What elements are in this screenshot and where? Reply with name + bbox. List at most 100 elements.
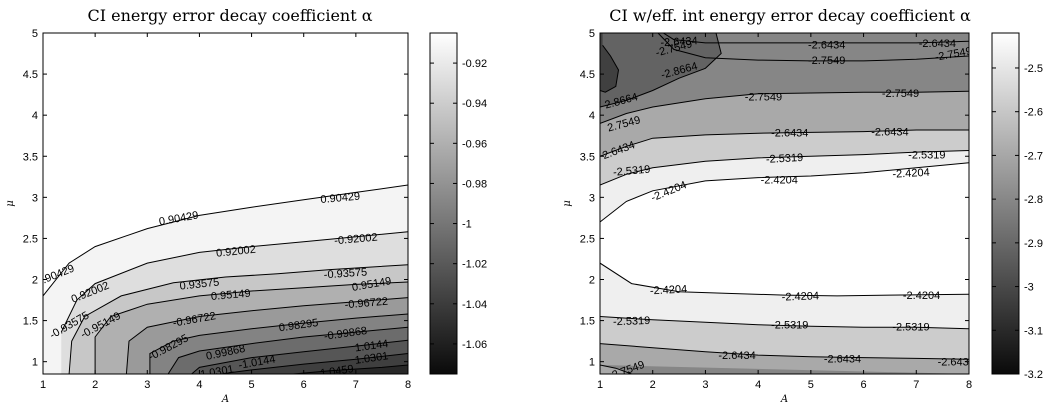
contour-line <box>167 326 408 374</box>
contour-line <box>43 184 408 297</box>
contour-label: -2.5319 <box>908 150 945 162</box>
x-tick-label: 2 <box>92 379 98 391</box>
colorbar-tick-label: -2.5 <box>1024 63 1043 75</box>
plot-area: -2.4204 -2.4204 -2.4204-2.4204 -2.4204 -2.42… <box>600 33 973 374</box>
y-axis-label: μ <box>5 200 16 207</box>
y-tick-label: 2 <box>589 275 595 287</box>
y-tick-label: 1.5 <box>580 316 595 328</box>
contour-label: 0.92002 <box>216 244 257 260</box>
contour-label: -2.6434 <box>824 353 861 365</box>
contour-line <box>663 33 969 44</box>
y-tick-label: 3.5 <box>23 151 38 163</box>
y-tick-label: 2.5 <box>23 233 38 245</box>
x-tick-label: 4 <box>755 379 761 391</box>
colorbar-tick-label: -1.06 <box>462 339 487 351</box>
y-tick-label: 2 <box>32 275 38 287</box>
contour-line <box>68 264 408 374</box>
x-tick-label: 6 <box>861 379 867 391</box>
contour-label: -2.5319 <box>613 315 651 328</box>
chart-title: CI w/eff. int energy error decay coeffic… <box>609 6 971 25</box>
chart-2: -2.4204 -2.4204 -2.4204-2.4204 -2.4204 -2.42… <box>562 6 1043 405</box>
contour-line <box>220 353 408 374</box>
contour-label: 0.90429 <box>320 191 361 206</box>
y-tick-label: 4.5 <box>23 69 38 81</box>
contour-label: -2.6434 <box>808 40 845 52</box>
x-tick-label: 3 <box>144 379 150 391</box>
contour-line <box>600 129 969 157</box>
y-tick-label: 5 <box>589 28 595 40</box>
contour-line <box>293 364 408 374</box>
y-tick-label: 1 <box>32 357 38 369</box>
contour-label: -2.7549 <box>882 88 919 100</box>
y-tick-label: 1.5 <box>23 316 38 328</box>
contour-label: -2.7549 <box>745 91 782 103</box>
x-tick-label: 7 <box>913 379 919 391</box>
contour-fill <box>600 33 619 93</box>
y-tick-label: 3 <box>589 192 595 204</box>
contour-label: -1.0459 <box>316 363 355 380</box>
chart-title: CI energy error decay coefficient α <box>87 6 372 25</box>
contour-label: 0.95149 <box>210 288 251 303</box>
contour-fill <box>600 33 722 107</box>
contour-label: -2.7549 <box>808 55 845 67</box>
contour-label: -2.4204 <box>892 167 930 181</box>
contour-fill <box>600 365 969 374</box>
y-tick-label: 4 <box>589 110 595 122</box>
y-axis-label: μ <box>562 200 573 207</box>
x-tick-label: 8 <box>405 379 411 391</box>
contour-label: -2.4204 <box>903 290 940 302</box>
contour-line <box>600 343 969 360</box>
colorbar-tick-label: -2.8 <box>1024 194 1043 206</box>
contour-line <box>94 281 408 374</box>
contour-line <box>600 316 969 330</box>
y-tick-label: 3 <box>32 192 38 204</box>
contour-line <box>149 313 408 374</box>
x-axis-label: A <box>221 394 229 405</box>
colorbar-tick-label: -0.96 <box>462 138 487 150</box>
contour-label: -2.6434 <box>871 127 908 139</box>
colorbar-tick-label: -1 <box>462 219 472 231</box>
x-tick-label: 5 <box>249 379 255 391</box>
axes-frame <box>42 32 409 375</box>
x-tick-label: 1 <box>40 379 46 391</box>
y-tick-label: 5 <box>32 28 38 40</box>
x-tick-label: 5 <box>808 379 814 391</box>
x-tick-label: 1 <box>597 379 603 391</box>
colorbar <box>991 32 1020 375</box>
x-tick-label: 4 <box>196 379 202 391</box>
contour-label: -2.643 <box>938 357 969 369</box>
contour-label: -0.92002 <box>334 232 378 248</box>
contour-line <box>600 33 722 108</box>
y-tick-label: 4 <box>32 110 38 122</box>
y-tick-label: 1 <box>589 357 595 369</box>
contour-line <box>600 90 969 124</box>
x-tick-label: 8 <box>966 379 972 391</box>
contour-line <box>657 33 969 62</box>
contour-line <box>125 297 408 374</box>
colorbar <box>429 32 458 375</box>
colorbar-tick-label: -2.7 <box>1024 150 1043 162</box>
contour-label: 1.0301 <box>354 350 389 367</box>
contour-label: -2.6434 <box>919 38 956 50</box>
contour-label: -2.6434 <box>771 127 808 139</box>
colorbar-tick-label: -2.9 <box>1024 238 1043 250</box>
contour-label: -2.6434 <box>718 350 755 362</box>
colorbar-tick-label: -2.6 <box>1024 107 1043 119</box>
contour-label: -2.5319 <box>892 321 929 333</box>
x-tick-label: 7 <box>353 379 359 391</box>
contour-label: -0.93575 <box>323 266 367 281</box>
colorbar-tick-label: -1.02 <box>462 259 487 271</box>
contour-line <box>600 45 620 93</box>
contour-label: -2.4204 <box>761 174 798 186</box>
contour-line <box>191 339 408 374</box>
contour-line <box>600 262 969 297</box>
contour-label: 0.93575 <box>179 277 220 293</box>
contour-label: -2.4204 <box>781 290 819 303</box>
contour-label: -2.5319 <box>766 152 804 166</box>
contour-label: -2.7549 <box>934 45 973 63</box>
y-tick-label: 2.5 <box>580 233 595 245</box>
colorbar-tick-label: -3.1 <box>1024 325 1043 337</box>
x-tick-label: 2 <box>650 379 656 391</box>
contour-label: -2.5319 <box>613 164 651 179</box>
